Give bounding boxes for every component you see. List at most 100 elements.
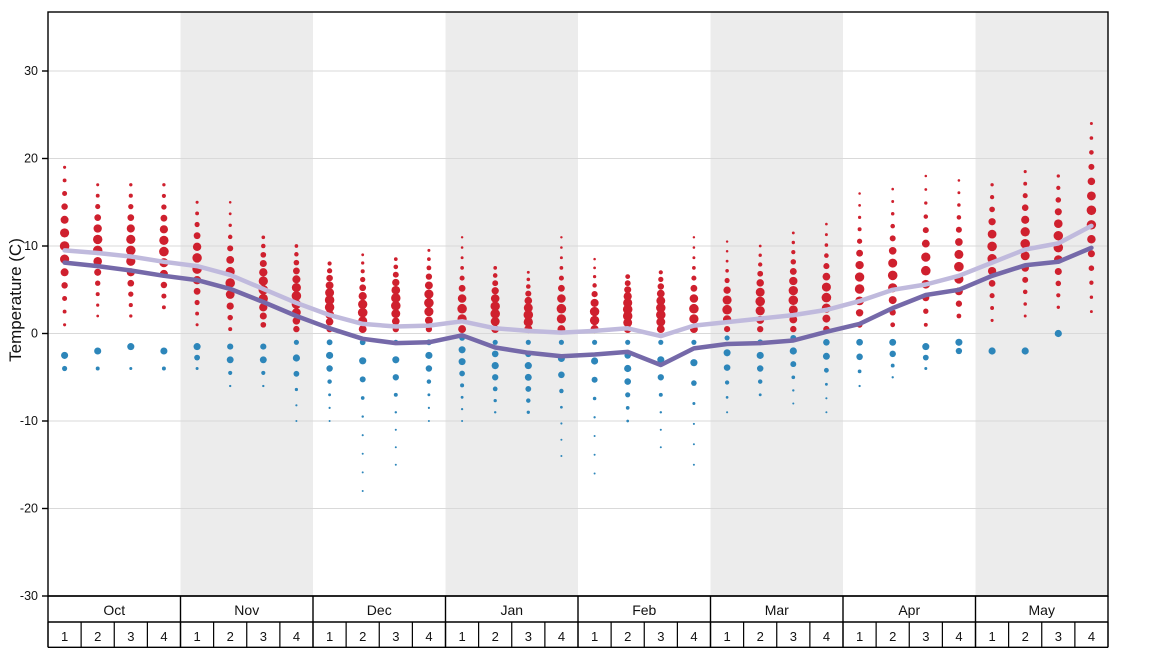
month-label-feb: Feb	[632, 602, 656, 618]
blue-dot	[361, 490, 364, 492]
red-dot	[491, 287, 499, 295]
y-tick-label: 0	[31, 327, 38, 341]
red-dot	[360, 269, 365, 274]
blue-dot	[361, 415, 364, 418]
blue-dot	[295, 404, 298, 407]
red-dot	[62, 178, 67, 183]
red-dot	[758, 262, 763, 267]
red-dot	[63, 323, 67, 327]
red-dot	[128, 303, 133, 308]
blue-dot	[326, 351, 334, 359]
red-dot	[956, 215, 962, 220]
red-dot	[756, 279, 764, 287]
week-number: 3	[1055, 629, 1062, 644]
week-number: 4	[955, 629, 962, 644]
blue-dot	[692, 401, 696, 406]
red-dot	[957, 179, 961, 182]
red-dot	[225, 290, 235, 299]
red-dot	[855, 260, 864, 270]
red-dot	[129, 183, 133, 187]
blue-dot	[229, 384, 232, 388]
blue-dot	[160, 347, 168, 355]
blue-dot	[293, 339, 299, 345]
blue-dot	[295, 419, 298, 423]
red-dot	[1022, 276, 1029, 283]
red-dot	[589, 306, 600, 317]
red-dot	[93, 234, 103, 245]
red-dot	[556, 314, 567, 324]
blue-dot	[1054, 329, 1062, 338]
red-dot	[392, 271, 399, 278]
red-dot	[689, 303, 699, 314]
red-dot	[60, 215, 69, 224]
red-dot	[1055, 197, 1062, 203]
blue-dot	[756, 351, 764, 359]
red-dot	[657, 283, 665, 290]
blue-dot	[524, 362, 532, 370]
blue-dot	[460, 383, 465, 388]
red-dot	[891, 187, 894, 191]
red-dot	[393, 257, 398, 261]
red-dot	[955, 238, 963, 246]
red-dot	[890, 212, 895, 216]
blue-dot	[626, 419, 630, 423]
red-dot	[525, 284, 531, 289]
red-dot	[790, 325, 797, 333]
red-dot	[526, 277, 531, 282]
red-dot	[987, 241, 997, 252]
red-dot	[227, 234, 233, 240]
red-dot	[1020, 239, 1030, 249]
red-dot	[957, 203, 961, 207]
blue-dot	[591, 357, 599, 365]
blue-dot	[427, 406, 430, 409]
red-dot	[824, 243, 829, 247]
blue-dot	[724, 335, 730, 341]
week-number: 2	[359, 629, 366, 644]
red-dot	[1021, 215, 1030, 224]
blue-dot	[692, 463, 695, 466]
red-dot	[658, 270, 663, 275]
month-band-may	[975, 12, 1108, 596]
blue-dot	[625, 339, 631, 345]
y-tick-label: 20	[24, 152, 38, 166]
blue-dot	[425, 351, 433, 359]
red-dot	[425, 273, 433, 280]
red-dot	[424, 307, 434, 317]
blue-dot	[988, 347, 996, 355]
red-dot	[823, 263, 830, 270]
blue-dot	[460, 407, 464, 411]
red-dot	[789, 267, 797, 275]
red-dot	[95, 280, 101, 286]
red-dot	[989, 194, 995, 200]
blue-dot	[723, 349, 731, 357]
blue-dot	[891, 376, 894, 379]
red-dot	[424, 289, 434, 299]
red-dot	[824, 233, 828, 237]
blue-dot	[593, 472, 596, 475]
red-dot	[160, 281, 168, 289]
average-max-line	[62, 223, 1094, 339]
blue-dot	[294, 387, 299, 392]
blue-dot	[955, 347, 963, 355]
red-dot	[622, 311, 633, 321]
red-dot	[990, 183, 994, 187]
red-dot	[1020, 227, 1030, 237]
red-dot	[691, 275, 697, 281]
blue-dot	[359, 376, 366, 383]
blue-dot	[791, 375, 796, 380]
red-dot	[226, 302, 234, 310]
blue-dot	[293, 370, 300, 377]
blue-dot	[459, 370, 465, 377]
red-dot	[888, 296, 897, 305]
red-dot	[523, 317, 533, 327]
blue-dot	[659, 428, 662, 431]
week-number: 2	[94, 629, 101, 644]
blue-dot	[1021, 347, 1029, 355]
red-dot	[61, 282, 68, 289]
red-dot	[194, 299, 200, 306]
blue-dot	[525, 339, 531, 345]
red-dot	[326, 268, 333, 274]
blue-dot	[723, 364, 731, 371]
week-number: 4	[293, 629, 300, 644]
week-number: 4	[1088, 629, 1095, 644]
